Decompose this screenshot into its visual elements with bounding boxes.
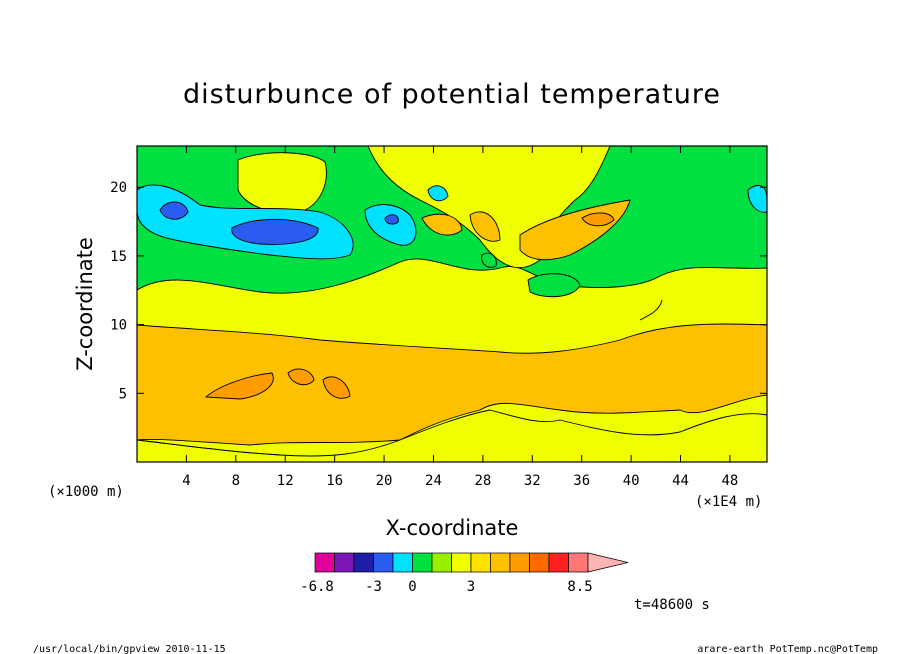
colorbar-swatch xyxy=(509,552,530,573)
colorbar xyxy=(314,552,629,573)
colorbar-swatch xyxy=(529,552,550,573)
colorbar-swatch xyxy=(392,552,413,573)
contour-line xyxy=(137,439,281,456)
colorbar-swatch xyxy=(568,552,589,573)
colorbar-ticks: -6.8 -3 0 3 8.5 xyxy=(300,579,593,595)
x-axis: 4 8 12 16 20 24 28 32 36 40 44 48 xyxy=(182,146,738,489)
x-tick-label: 8 xyxy=(232,473,240,489)
contour-region-orange-patch xyxy=(421,213,463,236)
contour-region-cyan xyxy=(427,185,449,202)
contour-field xyxy=(137,146,767,462)
contour-region-cyan xyxy=(747,184,767,213)
x-tick-label: 28 xyxy=(474,473,491,489)
x-axis-label: X-coordinate xyxy=(386,516,519,540)
x-tick-label: 12 xyxy=(277,473,294,489)
colorbar-tick-label: 8.5 xyxy=(567,579,592,595)
colorbar-swatch xyxy=(353,552,374,573)
y-tick-label: 5 xyxy=(119,386,127,402)
x-axis-unit: (×1E4 m) xyxy=(695,494,762,510)
y-tick-label: 15 xyxy=(110,249,127,265)
time-label: t=48600 s xyxy=(634,597,710,613)
colorbar-tick-label: 0 xyxy=(408,579,416,595)
x-tick-label: 44 xyxy=(672,473,689,489)
footer-left: /usr/local/bin/gpview 2010-11-15 xyxy=(33,644,226,654)
contour-region-green-patch xyxy=(481,252,497,268)
colorbar-swatch xyxy=(412,552,433,573)
colorbar-arrow xyxy=(587,552,629,573)
y-tick-label: 10 xyxy=(110,318,127,334)
x-tick-label: 48 xyxy=(722,473,739,489)
colorbar-tick-label: 3 xyxy=(467,579,475,595)
contour-region-blue xyxy=(231,218,319,245)
contour-region-cyan xyxy=(364,204,417,246)
contour-region-green-patch xyxy=(527,273,581,298)
contour-region-yellow-plume xyxy=(367,146,611,269)
contour-region-orange-blob xyxy=(322,376,351,399)
colorbar-tick-label: -3 xyxy=(365,579,382,595)
contour-line xyxy=(639,299,663,321)
x-tick-label: 24 xyxy=(425,473,442,489)
colorbar-swatch xyxy=(548,552,569,573)
contour-region-blue xyxy=(384,214,399,225)
contour-region-blue xyxy=(159,201,189,220)
contour-region-yellow-blob xyxy=(237,152,327,214)
y-axis-label: Z-coordinate xyxy=(73,237,97,371)
y-axis-unit: (×1000 m) xyxy=(48,484,124,500)
contour-region-orange-patch xyxy=(581,212,615,227)
x-tick-label: 40 xyxy=(623,473,640,489)
x-tick-label: 16 xyxy=(326,473,343,489)
footer-right: arare-earth_PotTemp.nc@PotTemp xyxy=(697,644,878,654)
colorbar-swatch xyxy=(334,552,355,573)
x-tick-label: 32 xyxy=(524,473,541,489)
plot-frame xyxy=(136,145,768,463)
y-axis: 5 10 15 20 xyxy=(110,180,767,402)
y-tick-label: 20 xyxy=(110,180,127,196)
contour-region-orange-patch xyxy=(469,211,501,242)
colorbar-swatch xyxy=(470,552,491,573)
x-tick-label: 20 xyxy=(376,473,393,489)
colorbar-swatch xyxy=(490,552,511,573)
x-tick-label: 4 xyxy=(182,473,190,489)
colorbar-tick-label: -6.8 xyxy=(300,579,334,595)
contour-region-orange-band xyxy=(137,323,767,446)
chart-title: disturbunce of potential temperature xyxy=(183,79,721,110)
colorbar-swatch xyxy=(314,552,335,573)
contour-region-orange-blob xyxy=(204,372,274,400)
contour-region-orange-blob xyxy=(287,368,315,386)
x-tick-label: 36 xyxy=(573,473,590,489)
colorbar-swatch xyxy=(451,552,472,573)
colorbar-swatch xyxy=(431,552,452,573)
colorbar-swatch xyxy=(373,552,394,573)
